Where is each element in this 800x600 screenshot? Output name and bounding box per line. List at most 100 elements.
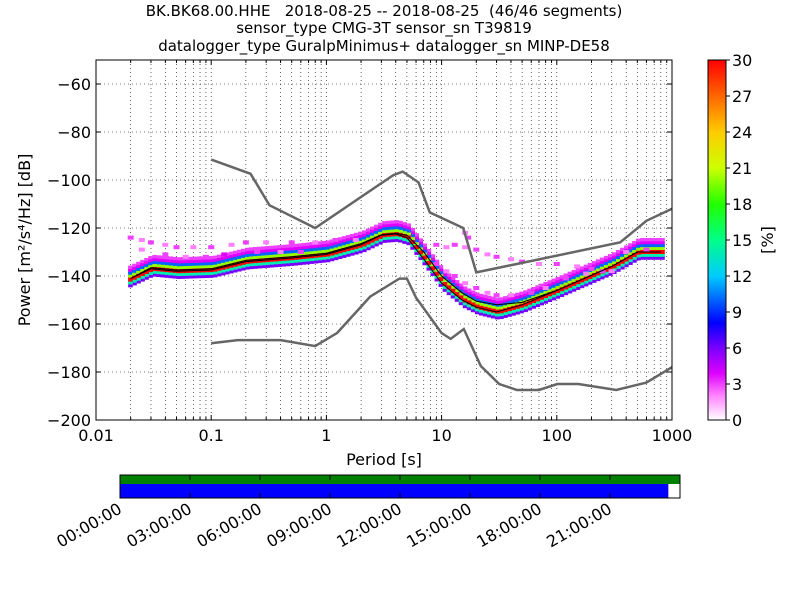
psd-band-cell: [192, 262, 198, 267]
psd-band-cell: [325, 246, 331, 251]
psd-band-cell: [607, 271, 613, 276]
psd-band-cell: [595, 262, 601, 267]
psd-band-cell: [539, 289, 545, 294]
psd-band-cell: [172, 265, 178, 270]
psd-band-cell: [398, 224, 403, 229]
psd-band-cell: [370, 232, 375, 237]
psd-band-cell: [579, 275, 585, 280]
timeline-tick-label: 00:00:00: [53, 499, 125, 551]
psd-band-cell: [474, 301, 480, 306]
psd-band-cell: [212, 267, 218, 272]
psd-band-cell: [515, 307, 520, 312]
psd-band-cell: [603, 267, 609, 272]
psd-band-cell: [624, 245, 629, 250]
psd-band-cell: [660, 252, 665, 257]
psd-band-cell: [410, 234, 415, 239]
psd-band-cell: [571, 273, 577, 278]
psd-band-cell: [559, 290, 565, 295]
psd-heatmap: [127, 220, 665, 320]
psd-band-cell: [632, 255, 637, 260]
psd-band-cell: [152, 261, 157, 266]
psd-band-cell: [652, 238, 657, 242]
psd-band-cell: [462, 286, 468, 291]
psd-band-cell: [462, 298, 468, 303]
psd-band-cell: [309, 251, 315, 256]
psd-band-cell: [277, 262, 282, 267]
psd-band-cell: [357, 235, 363, 240]
psd-band-cell: [341, 236, 347, 241]
title-line-3: datalogger_type GuralpMinimus+ datalogge…: [158, 37, 610, 55]
psd-band-cell: [378, 222, 383, 227]
psd-band-cell: [422, 255, 428, 260]
psd-band-cell: [269, 254, 274, 259]
psd-band-cell: [503, 313, 508, 318]
psd-band-cell: [450, 291, 456, 296]
colorbar-tick-label: 27: [732, 87, 752, 106]
psd-band-cell: [628, 252, 633, 257]
psd-scatter-cell: [451, 274, 458, 278]
psd-band-cell: [551, 281, 557, 286]
psd-band-cell: [555, 280, 561, 285]
psd-band-cell: [547, 283, 553, 288]
psd-band-cell: [547, 298, 553, 303]
psd-band-cell: [499, 303, 504, 308]
psd-band-cell: [269, 245, 274, 250]
psd-band-cell: [422, 246, 428, 251]
psd-band-cell: [200, 262, 206, 267]
psd-band-cell: [273, 248, 278, 253]
psd-scatter-cell: [507, 293, 514, 298]
psd-scatter-cell: [493, 293, 500, 298]
psd-band-cell: [390, 223, 395, 228]
psd-scatter-cell: [202, 254, 209, 259]
y-tick-label: −120: [47, 219, 91, 238]
psd-band-cell: [640, 244, 645, 249]
psd-band-cell: [660, 250, 665, 254]
timeline-tick-label: 15:00:00: [403, 499, 475, 551]
psd-band-cell: [418, 250, 424, 255]
psd-band-cell: [313, 245, 319, 250]
psd-band-cell: [245, 256, 250, 261]
psd-band-cell: [188, 274, 194, 279]
psd-band-cell: [470, 302, 476, 307]
psd-band-cell: [325, 243, 331, 248]
psd-band-cell: [204, 265, 210, 270]
psd-band-cell: [466, 306, 472, 311]
psd-band-cell: [632, 252, 637, 257]
psd-band-cell: [245, 251, 250, 256]
psd-band-cell: [414, 250, 420, 255]
psd-band-cell: [402, 236, 407, 241]
psd-band-cell: [188, 256, 194, 261]
psd-band-cell: [341, 251, 347, 256]
psd-band-cell: [426, 260, 432, 265]
psd-band-cell: [192, 256, 198, 261]
psd-band-cell: [547, 295, 553, 300]
psd-band-cell: [591, 264, 597, 269]
timeline-tick-label: 21:00:00: [543, 499, 615, 551]
psd-band-cell: [611, 255, 617, 260]
psd-band-cell: [366, 231, 371, 236]
psd-band-cell: [337, 246, 343, 251]
psd-band-cell: [446, 288, 452, 293]
psd-band-cell: [571, 279, 577, 284]
psd-band-cell: [599, 266, 605, 271]
psd-band-cell: [410, 231, 415, 236]
psd-band-cell: [382, 236, 387, 241]
psd-band-cell: [402, 231, 407, 236]
psd-band-cell: [454, 280, 460, 285]
psd-band-cell: [656, 255, 661, 260]
psd-band-cell: [442, 287, 448, 292]
psd-band-cell: [321, 255, 327, 260]
psd-band-cell: [652, 247, 657, 252]
psd-band-cell: [220, 262, 226, 267]
psd-band-cell: [273, 263, 278, 268]
psd-band-cell: [285, 262, 290, 267]
psd-band-cell: [402, 222, 407, 227]
psd-band-cell: [543, 293, 549, 298]
psd-band-cell: [454, 292, 460, 297]
psd-band-cell: [636, 238, 641, 243]
psd-band-cell: [224, 261, 230, 266]
psd-band-cell: [337, 240, 343, 245]
psd-band-cell: [571, 281, 577, 286]
psd-scatter-cell: [228, 242, 235, 247]
psd-band-cell: [228, 260, 234, 265]
